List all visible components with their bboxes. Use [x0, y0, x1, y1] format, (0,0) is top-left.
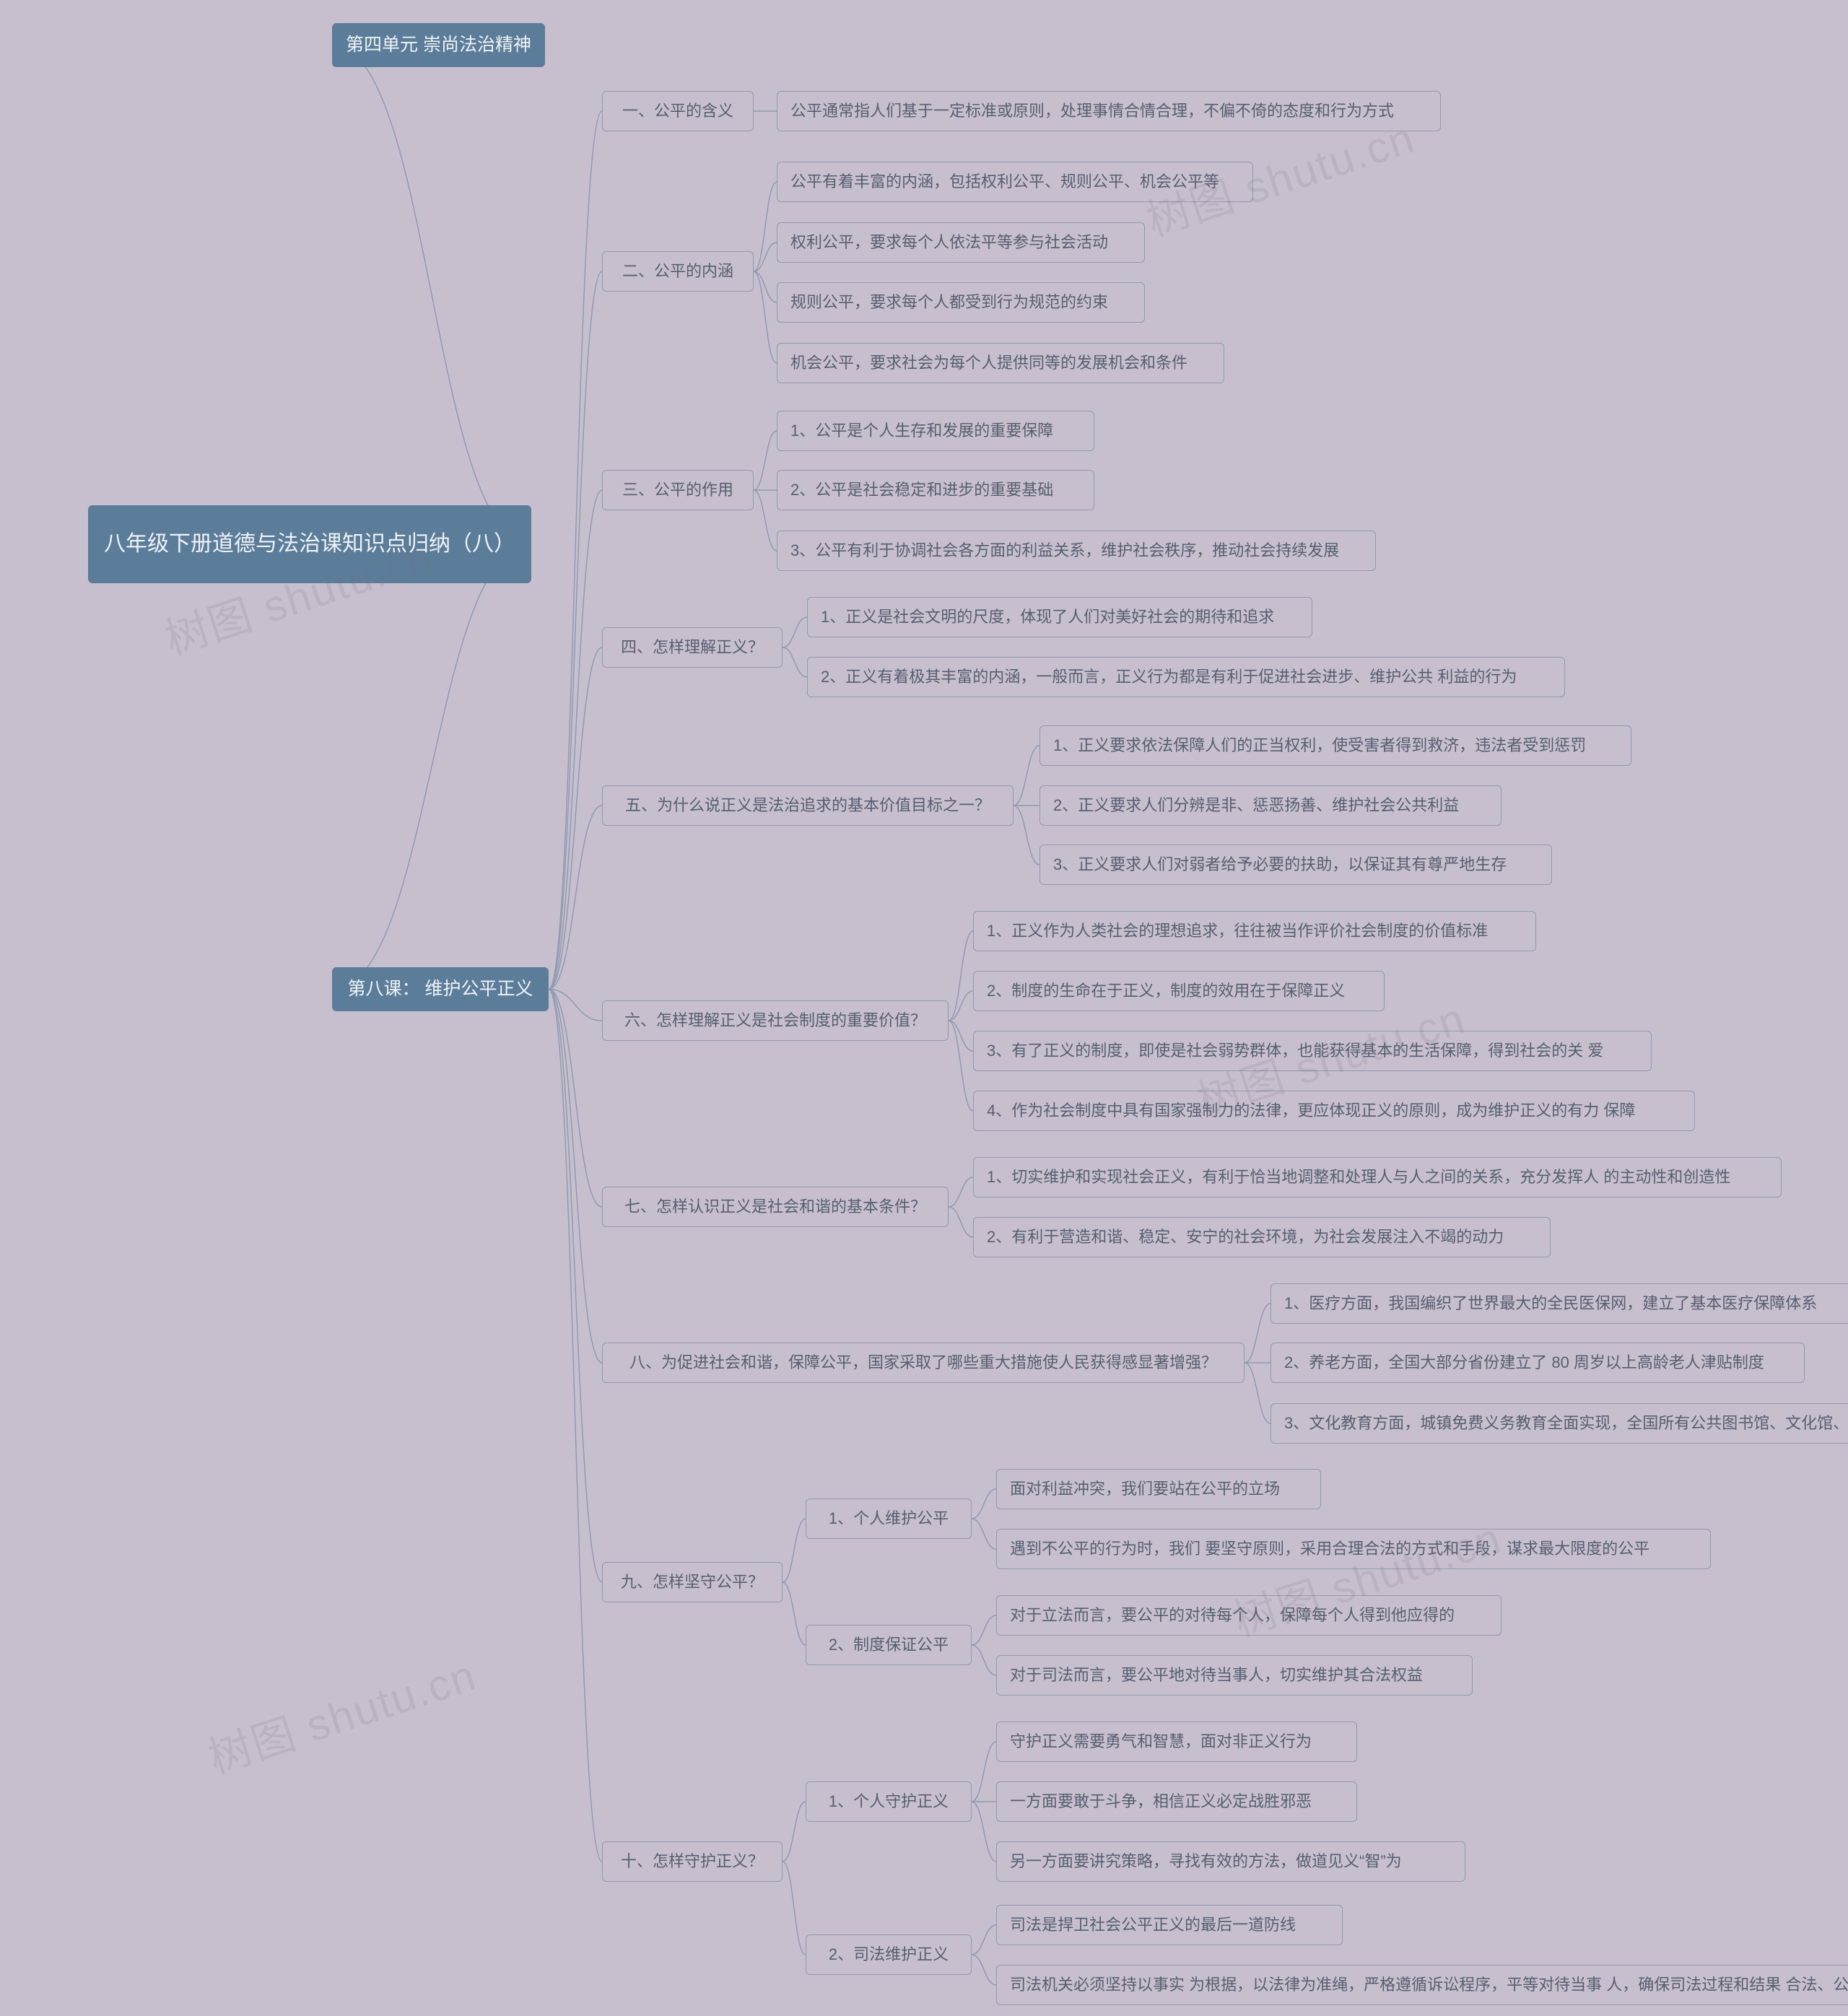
node-s2a: 公平有着丰富的内涵，包括权利公平、规则公平、机会公平等	[777, 162, 1253, 202]
node-s4a: 1、正义是社会文明的尺度，体现了人们对美好社会的期待和追求	[807, 597, 1312, 637]
node-s7b: 2、有利于营造和谐、稳定、安宁的社会环境，为社会发展注入不竭的动力	[973, 1217, 1551, 1257]
node-s8a: 1、医疗方面，我国编织了世界最大的全民医保网，建立了基本医疗保障体系	[1270, 1283, 1848, 1324]
node-root: 八年级下册道德与法治课知识点归纳（八）	[88, 505, 531, 583]
node-s10B: 2、司法维护正义	[806, 1934, 972, 1975]
node-s7: 七、怎样认识正义是社会和谐的基本条件？	[602, 1187, 949, 1227]
node-s9b2: 对于司法而言，要公平地对待当事人，切实维护其合法权益	[996, 1655, 1473, 1696]
node-s9: 九、怎样坚守公平？	[602, 1562, 783, 1602]
node-s9B: 2、制度保证公平	[806, 1625, 972, 1665]
node-s3: 三、公平的作用	[602, 470, 754, 510]
node-s5: 五、为什么说正义是法治追求的基本价值目标之一？	[602, 785, 1014, 826]
node-s6: 六、怎样理解正义是社会制度的重要价值？	[602, 1000, 949, 1041]
node-s2c: 规则公平，要求每个人都受到行为规范的约束	[777, 282, 1145, 323]
node-s1a: 公平通常指人们基于一定标准或原则，处理事情合情合理，不偏不倚的态度和行为方式	[777, 91, 1441, 131]
node-s9a2: 遇到不公平的行为时，我们 要坚守原则，采用合理合法的方式和手段，谋求最大限度的公…	[996, 1529, 1711, 1569]
node-s2b: 权利公平，要求每个人依法平等参与社会活动	[777, 222, 1145, 263]
node-s10a2: 一方面要敢于斗争，相信正义必定战胜邪恶	[996, 1781, 1357, 1822]
node-s9a1: 面对利益冲突，我们要站在公平的立场	[996, 1469, 1321, 1509]
node-s7a: 1、切实维护和实现社会正义，有利于恰当地调整和处理人与人之间的关系，充分发挥人 …	[973, 1157, 1782, 1197]
node-s10a3: 另一方面要讲究策略，寻找有效的方法，做道见义“智”为	[996, 1841, 1465, 1882]
node-s9A: 1、个人维护公平	[806, 1498, 972, 1539]
node-s5a: 1、正义要求依法保障人们的正当权利，使受害者得到救济，违法者受到惩罚	[1040, 725, 1631, 766]
node-s10b2: 司法机关必须坚持以事实 为根据，以法律为准绳，严格遵循诉讼程序，平等对待当事 人…	[996, 1965, 1848, 2005]
node-s2d: 机会公平，要求社会为每个人提供同等的发展机会和条件	[777, 343, 1224, 383]
node-s4: 四、怎样理解正义？	[602, 627, 783, 668]
node-s6c: 3、有了正义的制度，即使是社会弱势群体，也能获得基本的生活保障，得到社会的关 爱	[973, 1031, 1652, 1071]
node-s1: 一、公平的含义	[602, 91, 754, 131]
node-s8c: 3、文化教育方面，城镇免费义务教育全面实现，全国所有公共图书馆、文化馆、美术馆 …	[1270, 1403, 1848, 1444]
node-s6d: 4、作为社会制度中具有国家强制力的法律，更应体现正义的原则，成为维护正义的有力 …	[973, 1091, 1695, 1131]
node-unit4: 第四单元 崇尚法治精神	[332, 23, 545, 67]
node-s4b: 2、正义有着极其丰富的内涵，一般而言，正义行为都是有利于促进社会进步、维护公共 …	[807, 657, 1565, 697]
node-s3a: 1、公平是个人生存和发展的重要保障	[777, 411, 1094, 451]
node-s8: 八、为促进社会和谐，保障公平，国家采取了哪些重大措施使人民获得感显著增强？	[602, 1343, 1245, 1383]
node-s9b1: 对于立法而言，要公平的对待每个人，保障每个人得到他应得的	[996, 1595, 1502, 1636]
node-s3b: 2、公平是社会稳定和进步的重要基础	[777, 470, 1094, 510]
node-s10A: 1、个人守护正义	[806, 1781, 972, 1822]
node-s10: 十、怎样守护正义？	[602, 1841, 783, 1882]
node-s6b: 2、制度的生命在于正义，制度的效用在于保障正义	[973, 971, 1385, 1011]
node-lesson8: 第八课： 维护公平正义	[332, 967, 549, 1011]
node-text: 八年级下册道德与法治课	[104, 527, 342, 562]
node-s5b: 2、正义要求人们分辨是非、惩恶扬善、维护社会公共利益	[1040, 785, 1502, 826]
node-s5c: 3、正义要求人们对弱者给予必要的扶助，以保证其有尊严地生存	[1040, 845, 1552, 885]
node-s6a: 1、正义作为人类社会的理想追求，往往被当作评价社会制度的价值标准	[973, 911, 1536, 951]
node-s8b: 2、养老方面，全国大部分省份建立了 80 周岁以上高龄老人津贴制度	[1270, 1343, 1805, 1383]
node-s10a1: 守护正义需要勇气和智慧，面对非正义行为	[996, 1722, 1357, 1762]
node-s10b1: 司法是捍卫社会公平正义的最后一道防线	[996, 1905, 1343, 1945]
node-text: 知识点归纳（八）	[342, 527, 515, 562]
node-s2: 二、公平的内涵	[602, 251, 754, 292]
node-s3c: 3、公平有利于协调社会各方面的利益关系，维护社会秩序，推动社会持续发展	[777, 531, 1376, 571]
